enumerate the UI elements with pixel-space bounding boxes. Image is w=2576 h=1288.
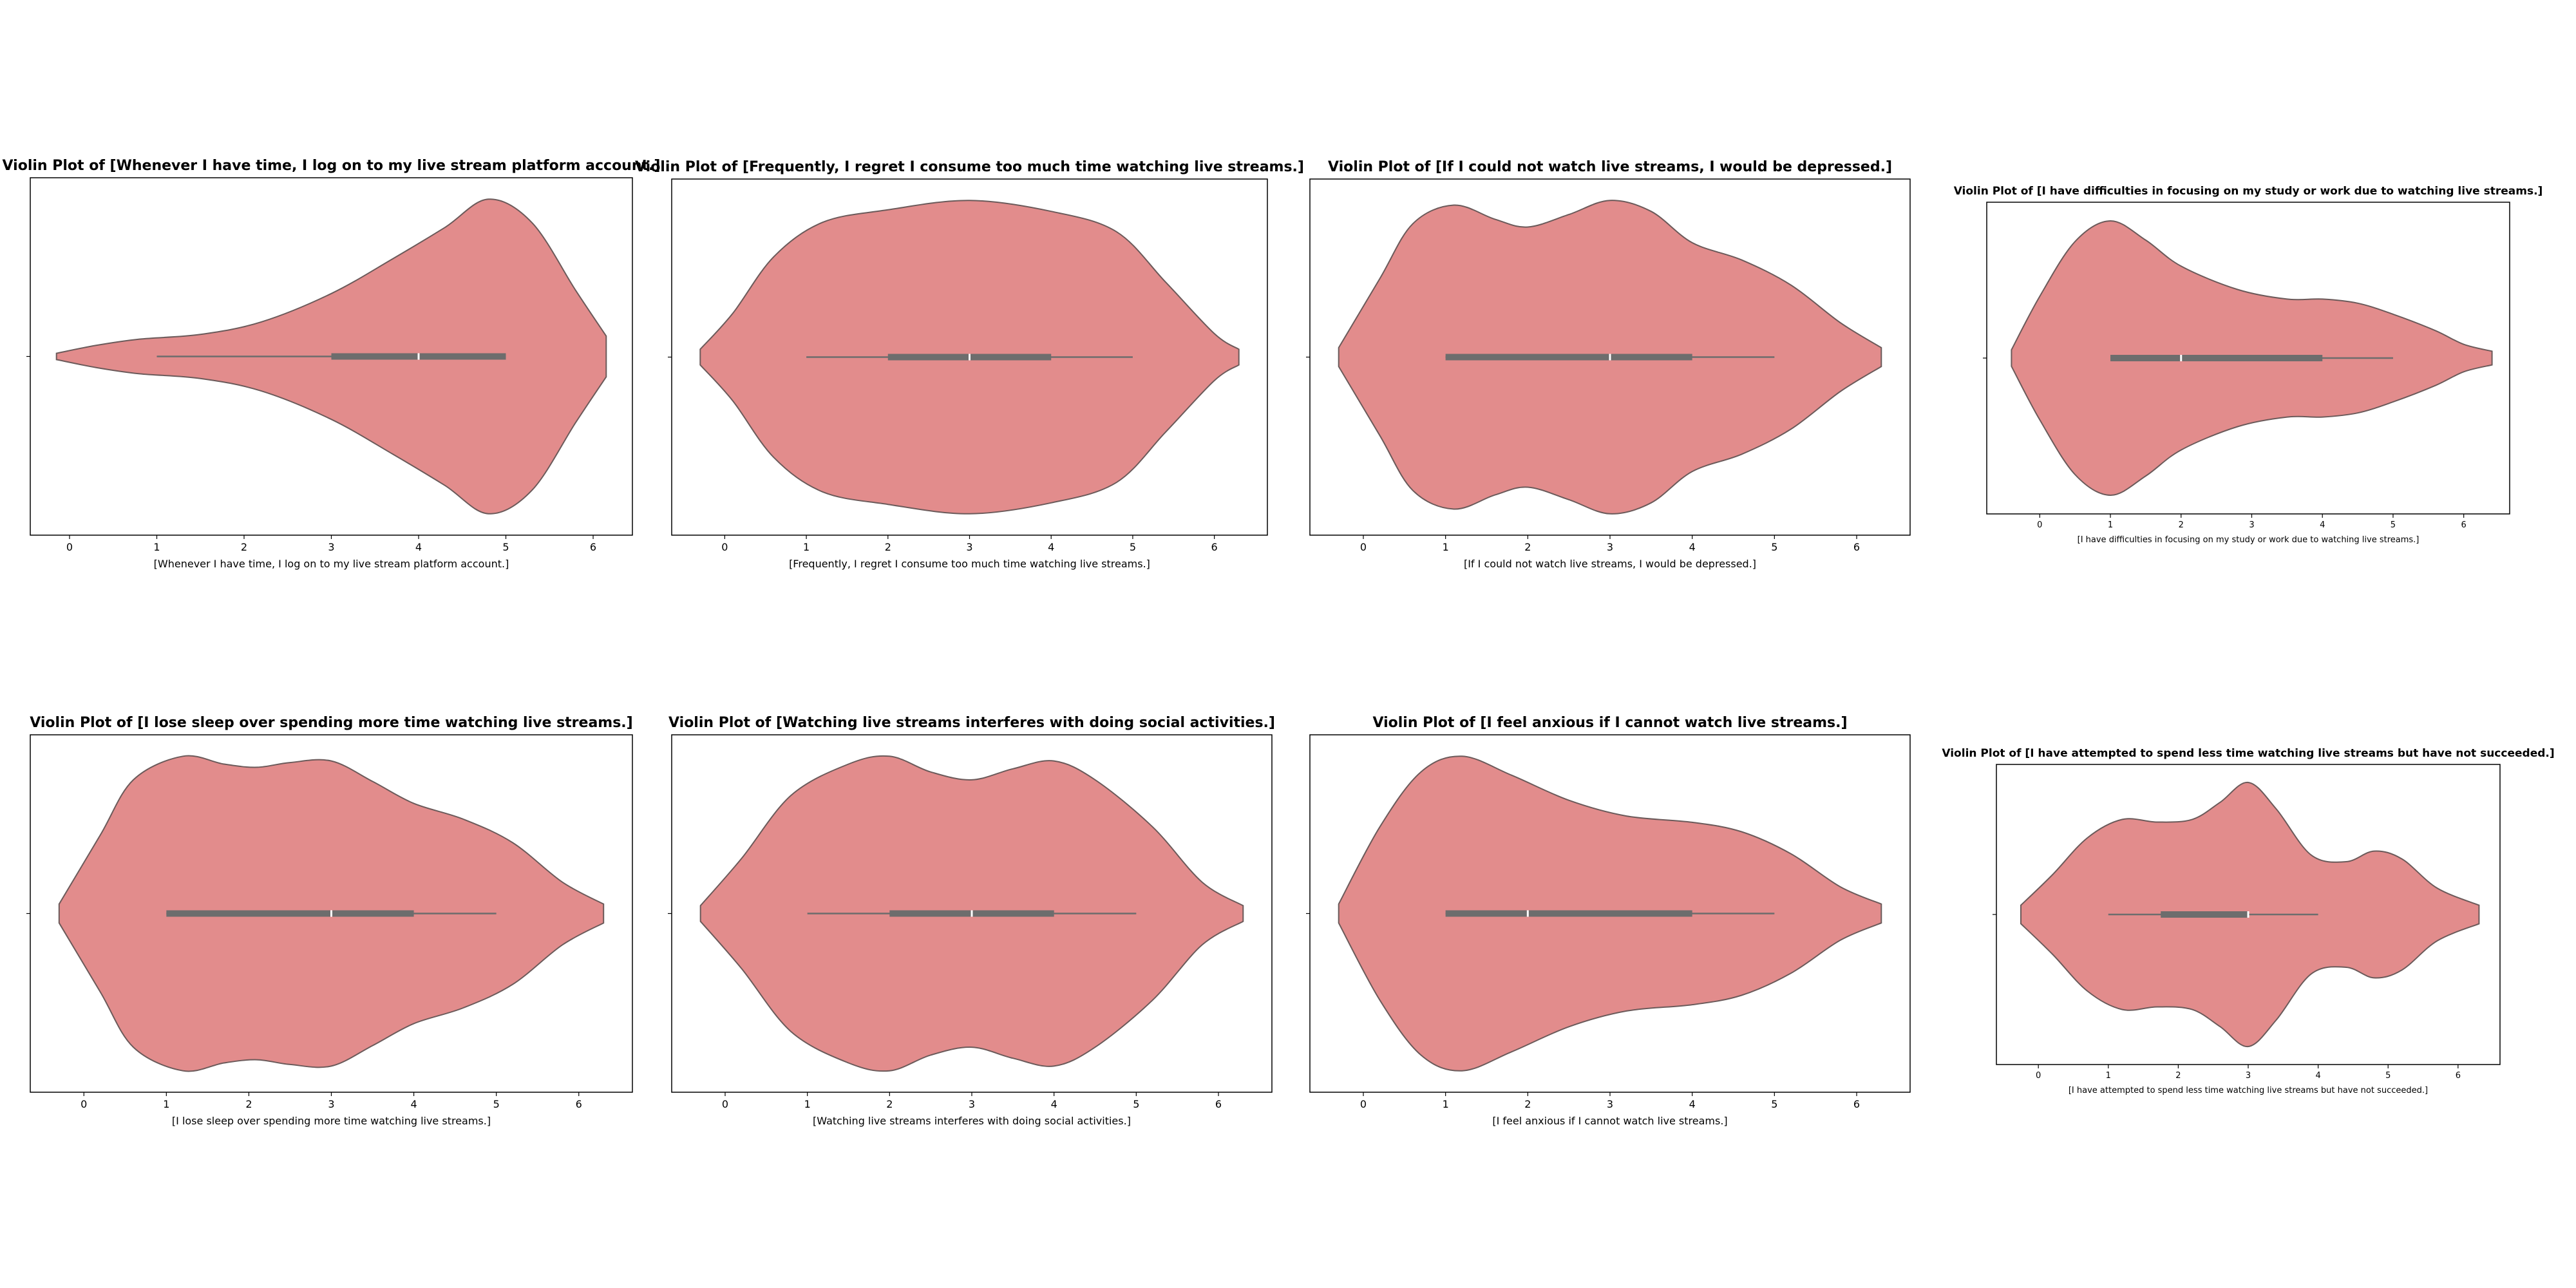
x-tick-label: 2 <box>2179 520 2184 530</box>
x-tick-label: 4 <box>415 541 422 553</box>
x-tick-label: 1 <box>163 1098 169 1110</box>
median-mark <box>971 910 973 917</box>
x-tick-label: 2 <box>885 541 891 553</box>
chart-title: Violin Plot of [I have difficulties in f… <box>1954 185 2543 198</box>
x-tick-label: 0 <box>80 1098 87 1110</box>
median-mark <box>2180 355 2183 361</box>
x-tick-label: 5 <box>1771 541 1777 553</box>
x-tick-label: 3 <box>1607 1098 1613 1110</box>
x-tick-label: 5 <box>2385 1071 2391 1081</box>
x-tick-label: 3 <box>1607 541 1613 553</box>
x-tick-label: 0 <box>2037 520 2042 530</box>
x-tick-label: 6 <box>1215 1098 1222 1110</box>
chart-title: Violin Plot of [Frequently, I regret I c… <box>635 159 1304 175</box>
x-tick-label: 6 <box>1853 541 1860 553</box>
x-axis-label: [I lose sleep over spending more time wa… <box>172 1115 491 1127</box>
x-tick-label: 0 <box>1360 541 1367 553</box>
chart-title: Violin Plot of [I lose sleep over spendi… <box>30 715 632 731</box>
violin-panel-3: Violin Plot of [If I could not watch liv… <box>1306 159 1911 570</box>
violin-panel-2: Violin Plot of [Frequently, I regret I c… <box>635 159 1304 570</box>
median-mark <box>969 354 971 361</box>
x-tick-label: 0 <box>722 1098 728 1110</box>
x-tick-label: 6 <box>1211 541 1218 553</box>
x-tick-label: 4 <box>1689 1098 1696 1110</box>
median-mark <box>330 910 332 917</box>
x-tick-label: 1 <box>1443 541 1449 553</box>
median-mark <box>1609 354 1611 361</box>
violin-panel-1: Violin Plot of [Whenever I have time, I … <box>3 158 661 570</box>
iqr-box <box>1445 354 1692 361</box>
x-tick-label: 3 <box>328 1098 334 1110</box>
x-tick-label: 0 <box>66 541 73 553</box>
x-tick-label: 2 <box>2175 1071 2181 1081</box>
x-tick-label: 2 <box>1524 541 1531 553</box>
violin-panel-4: Violin Plot of [I have difficulties in f… <box>1954 185 2543 545</box>
x-tick-label: 2 <box>245 1098 252 1110</box>
chart-title: Violin Plot of [Watching live streams in… <box>668 715 1275 731</box>
iqr-box <box>166 910 414 917</box>
x-tick-label: 1 <box>2106 1071 2111 1081</box>
x-tick-label: 5 <box>2391 520 2396 530</box>
median-mark <box>2247 911 2249 918</box>
x-tick-label: 6 <box>2461 520 2467 530</box>
x-tick-label: 3 <box>966 541 972 553</box>
x-tick-label: 5 <box>493 1098 500 1110</box>
x-tick-label: 6 <box>576 1098 582 1110</box>
x-tick-label: 4 <box>2315 1071 2320 1081</box>
x-tick-label: 4 <box>1051 1098 1057 1110</box>
chart-title: Violin Plot of [I have attempted to spen… <box>1942 747 2554 760</box>
x-tick-label: 3 <box>328 541 334 553</box>
x-tick-label: 3 <box>2249 520 2254 530</box>
chart-title: Violin Plot of [Whenever I have time, I … <box>3 158 661 174</box>
x-tick-label: 6 <box>590 541 596 553</box>
iqr-box <box>1445 910 1692 917</box>
x-axis-label: [If I could not watch live streams, I wo… <box>1464 558 1756 570</box>
x-tick-label: 4 <box>410 1098 417 1110</box>
x-tick-label: 5 <box>1133 1098 1139 1110</box>
x-tick-label: 4 <box>2320 520 2325 530</box>
x-tick-label: 5 <box>1771 1098 1777 1110</box>
x-tick-label: 0 <box>721 541 728 553</box>
x-tick-label: 1 <box>2108 520 2113 530</box>
x-tick-label: 5 <box>1130 541 1136 553</box>
x-tick-label: 1 <box>804 1098 811 1110</box>
x-tick-label: 0 <box>1360 1098 1367 1110</box>
x-tick-label: 3 <box>2246 1071 2251 1081</box>
iqr-box <box>2161 911 2248 918</box>
x-tick-label: 4 <box>1689 541 1696 553</box>
iqr-box <box>2110 355 2323 361</box>
x-axis-label: [Watching live streams interferes with d… <box>813 1115 1131 1127</box>
x-tick-label: 1 <box>1443 1098 1449 1110</box>
x-tick-label: 6 <box>1853 1098 1860 1110</box>
violin-panel-6: Violin Plot of [Watching live streams in… <box>668 715 1275 1127</box>
median-mark <box>417 353 420 360</box>
x-tick-label: 4 <box>1048 541 1054 553</box>
x-axis-label: [I have attempted to spend less time wat… <box>2069 1086 2428 1095</box>
x-tick-label: 2 <box>1524 1098 1531 1110</box>
x-tick-label: 1 <box>803 541 810 553</box>
x-axis-label: [I feel anxious if I cannot watch live s… <box>1492 1115 1727 1127</box>
x-tick-label: 1 <box>153 541 160 553</box>
x-tick-label: 0 <box>2036 1071 2041 1081</box>
violin-panel-7: Violin Plot of [I feel anxious if I cann… <box>1306 715 1911 1127</box>
median-mark <box>1526 910 1529 917</box>
x-tick-label: 2 <box>241 541 247 553</box>
x-tick-label: 5 <box>502 541 509 553</box>
x-tick-label: 6 <box>2456 1071 2461 1081</box>
x-tick-label: 2 <box>886 1098 893 1110</box>
x-axis-label: [Frequently, I regret I consume too much… <box>789 558 1150 570</box>
chart-title: Violin Plot of [If I could not watch liv… <box>1328 159 1892 175</box>
chart-title: Violin Plot of [I feel anxious if I cann… <box>1372 715 1847 731</box>
violin-panel-8: Violin Plot of [I have attempted to spen… <box>1942 747 2554 1095</box>
x-axis-label: [Whenever I have time, I log on to my li… <box>154 558 509 570</box>
x-tick-label: 3 <box>969 1098 975 1110</box>
x-axis-label: [I have difficulties in focusing on my s… <box>2078 535 2420 545</box>
violin-panel-5: Violin Plot of [I lose sleep over spendi… <box>26 715 633 1127</box>
